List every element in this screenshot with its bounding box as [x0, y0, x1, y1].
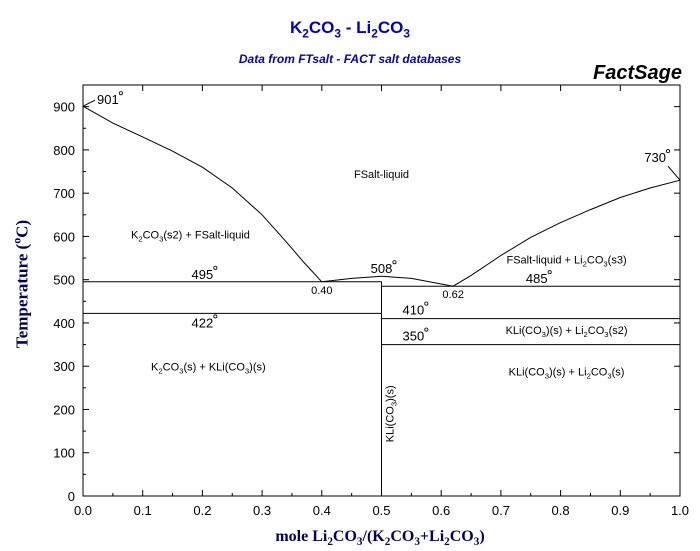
degree-symbol: [666, 149, 671, 154]
degree-symbol: [392, 260, 397, 265]
leader-line-901: [82, 99, 96, 107]
temperature-label: 485: [526, 271, 548, 286]
x-tick-label: 0.4: [313, 503, 331, 518]
y-tick-label: 500: [53, 273, 75, 288]
phase-boundary-1: [82, 105, 323, 283]
degree-symbol: [424, 301, 429, 306]
y-tick-label: 100: [53, 446, 75, 461]
phase-region-label: KLi(CO3)(s) + Li2CO3(s2): [506, 325, 628, 339]
x-tick-label: 0.5: [372, 503, 390, 518]
degree-symbol: [118, 91, 123, 96]
phase-region-label: K2CO3(s2) + FSalt-liquid: [131, 230, 250, 244]
x-tick-label: 0.3: [253, 503, 271, 518]
y-tick-label: 200: [53, 402, 75, 417]
y-tick-label: 0: [68, 489, 75, 504]
x-tick-label: 0.2: [193, 503, 211, 518]
temperature-label: 495: [192, 267, 214, 282]
y-tick-label: 400: [53, 316, 75, 331]
leader-line-730: [667, 165, 681, 181]
phase-boundary-3: [452, 179, 681, 287]
x-tick-label: 0.7: [492, 503, 510, 518]
y-tick-label: 600: [53, 229, 75, 244]
y-tick-label: 800: [53, 143, 75, 158]
x-axis-label: mole Li2CO3/(K2CO3+Li2CO3): [275, 528, 485, 549]
phase-region-label: K2CO3(s) + KLi(CO3)(s): [151, 362, 266, 376]
degree-symbol: [424, 327, 429, 332]
degree-symbol: [547, 270, 552, 275]
x-tick-label: 0.9: [611, 503, 629, 518]
y-tick-label: 300: [53, 359, 75, 374]
temperature-label: 508: [371, 261, 393, 276]
temperature-label: 730: [644, 150, 666, 165]
chart-title: K2CO3 - Li2CO3: [290, 18, 410, 41]
x-tick-label: 0.1: [134, 503, 152, 518]
chart-subtitle: Data from FTsalt - FACT salt databases: [238, 52, 462, 66]
degree-symbol: [213, 265, 218, 270]
temperature-label: 901: [97, 92, 119, 107]
composition-label: 0.62: [442, 289, 463, 301]
brand-logo-text: FactSage: [593, 62, 682, 84]
phase-region-label: FSalt-liquid: [354, 169, 409, 181]
temperature-label: 422: [192, 315, 214, 330]
composition-label: 0.40: [311, 285, 332, 297]
compound-label-vertical: KLi(CO3)(s): [384, 385, 398, 442]
phase-boundary-2: [321, 275, 454, 287]
phase-region-label: KLi(CO3)(s) + Li2CO3(s): [509, 367, 625, 381]
x-tick-label: 0.6: [432, 503, 450, 518]
x-tick-label: 0.8: [552, 503, 570, 518]
temperature-label: 410: [402, 303, 424, 318]
y-tick-label: 700: [53, 186, 75, 201]
y-tick-label: 900: [53, 100, 75, 115]
x-tick-label: 1.0: [671, 503, 689, 518]
x-tick-label: 0.0: [74, 503, 92, 518]
degree-symbol: [213, 314, 218, 319]
phase-region-label: FSalt-liquid + Li2CO3(s3): [506, 255, 626, 269]
temperature-label: 350: [402, 329, 424, 344]
